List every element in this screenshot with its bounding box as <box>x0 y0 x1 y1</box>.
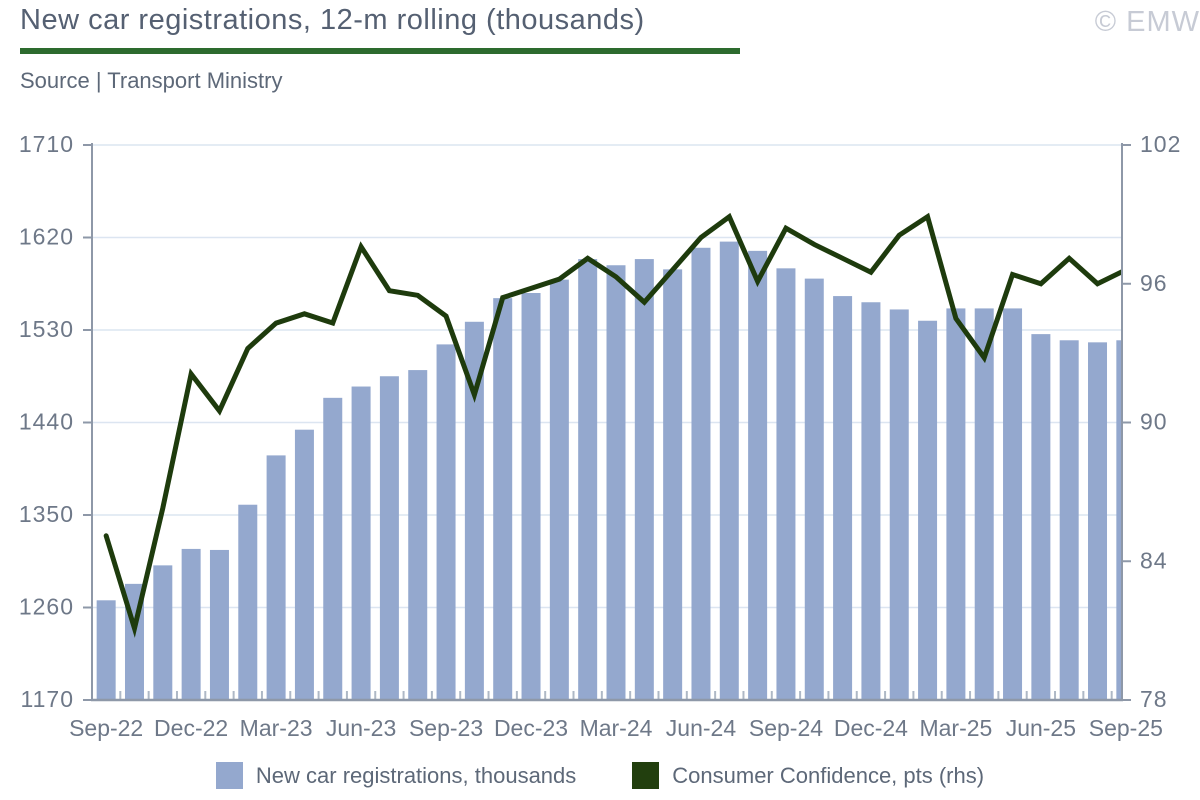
x-axis-label: Dec-22 <box>154 715 228 741</box>
bar <box>776 268 796 700</box>
bar <box>96 600 116 700</box>
title-underline <box>20 48 740 54</box>
legend-label-confidence: Consumer Confidence, pts (rhs) <box>672 762 985 788</box>
left-axis-label: 1530 <box>19 316 74 342</box>
x-axis-label: Sep-23 <box>409 715 483 741</box>
bar <box>691 247 711 700</box>
confidence-line <box>103 212 1122 638</box>
left-axis-label: 1620 <box>19 224 74 250</box>
source-label: Source | Transport Ministry <box>20 68 283 93</box>
bar <box>606 265 626 700</box>
left-axis-label: 1170 <box>21 686 74 712</box>
bar <box>663 269 683 700</box>
right-axis-label: 90 <box>1140 409 1168 435</box>
bar <box>1116 340 1122 700</box>
bar <box>1031 334 1051 700</box>
right-axis-label: 84 <box>1140 547 1168 573</box>
x-axis-label: Sep-22 <box>69 715 143 741</box>
confidence-line-series <box>103 212 1122 638</box>
right-axis-label: 78 <box>1140 686 1168 712</box>
left-axis-label: 1710 <box>19 131 74 157</box>
legend-item-registrations: New car registrations, thousands <box>215 762 577 789</box>
bar <box>719 241 739 700</box>
left-axis-label: 1440 <box>19 409 74 435</box>
bar <box>493 298 513 700</box>
bar <box>833 296 853 700</box>
bar <box>464 321 484 700</box>
left-axis-label: 1260 <box>19 594 74 620</box>
bar <box>1088 342 1108 700</box>
x-axis-label: Mar-24 <box>580 715 653 741</box>
bar <box>351 386 371 700</box>
watermark: © EMW <box>1094 6 1200 38</box>
confidence-swatch <box>632 762 660 789</box>
legend: New car registrations, thousands Consume… <box>0 762 1200 789</box>
right-axis-label: 96 <box>1140 270 1168 296</box>
bar <box>889 309 909 700</box>
left-axis-label: 1350 <box>19 501 74 527</box>
x-axis-label: Jun-23 <box>326 715 396 741</box>
x-axis-label: Jun-24 <box>666 715 737 741</box>
x-axis-label: Mar-23 <box>240 715 313 741</box>
bar <box>1003 308 1023 700</box>
legend-label-registrations: New car registrations, thousands <box>255 762 577 788</box>
x-axis-label: Sep-24 <box>749 715 823 741</box>
bar <box>974 308 994 700</box>
x-axis-label: Dec-23 <box>494 715 568 741</box>
bar <box>1059 340 1079 700</box>
bar <box>918 320 938 700</box>
bar <box>634 259 654 700</box>
bar <box>436 344 456 700</box>
right-axis-label: 102 <box>1140 131 1181 157</box>
bar-series <box>96 241 1122 700</box>
bar <box>804 278 824 700</box>
page-title: New car registrations, 12-m rolling (tho… <box>20 4 645 36</box>
bar <box>748 250 768 700</box>
bar <box>521 293 541 700</box>
bar <box>209 549 229 700</box>
bar <box>266 455 286 700</box>
x-axis-label: Dec-24 <box>834 715 908 741</box>
x-axis-label: Jun-25 <box>1006 715 1076 741</box>
bar <box>379 376 399 700</box>
bar <box>946 308 966 700</box>
x-axis-label: Mar-25 <box>919 715 992 741</box>
legend-item-confidence: Consumer Confidence, pts (rhs) <box>632 762 984 789</box>
bar <box>238 504 258 700</box>
bar <box>294 429 314 700</box>
x-axis-label: Sep-25 <box>1089 715 1163 741</box>
bar <box>323 397 343 700</box>
registrations-swatch <box>215 762 243 789</box>
bar <box>181 548 201 700</box>
bar <box>153 565 173 700</box>
bar <box>549 279 569 700</box>
bar <box>861 302 881 700</box>
combo-chart: 1710 1620 1530 1440 1350 1260 1170 102 96 90 84 78 S… <box>19 131 1181 741</box>
bar <box>578 259 598 700</box>
bar <box>408 370 428 700</box>
